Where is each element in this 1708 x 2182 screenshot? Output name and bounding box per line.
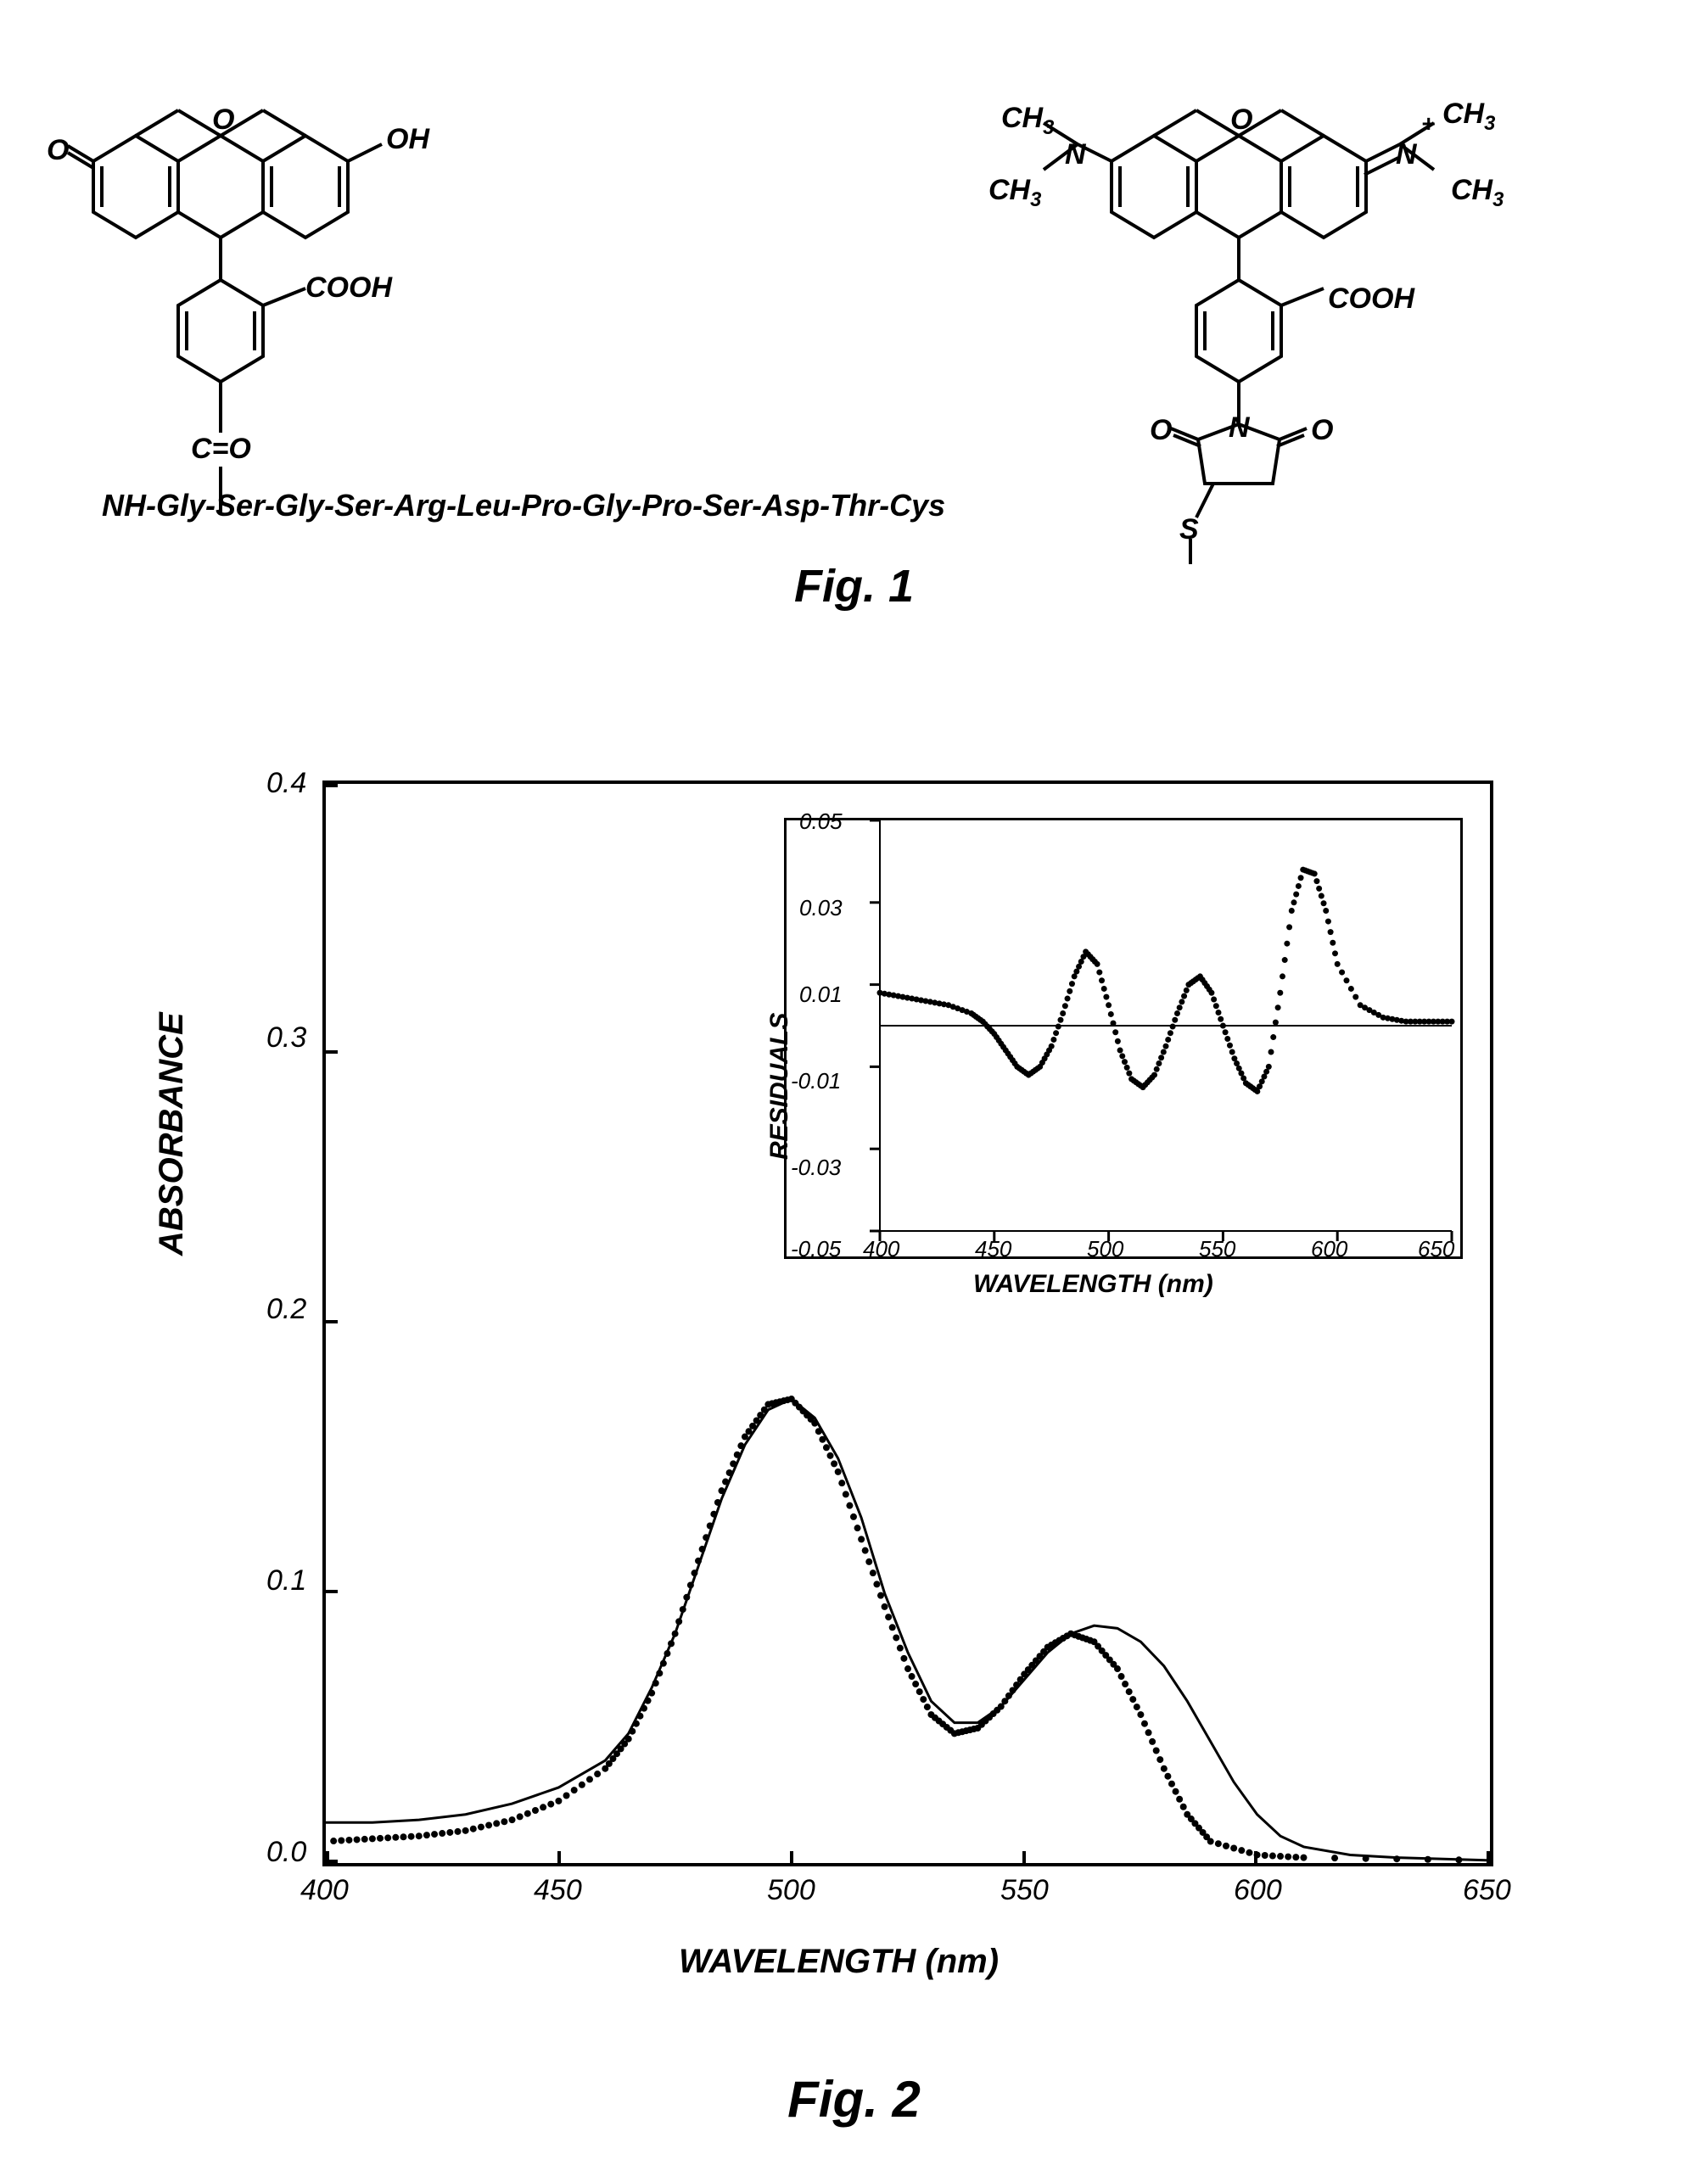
xtick-400: 400 [300,1874,349,1907]
label-n-left: N [1065,138,1086,171]
ixtick-400: 400 [863,1236,899,1262]
chem-structure-left [42,25,568,501]
inset-y-axis-label: RESIDUALS [765,1013,794,1160]
label-ch3-tr: CH3 [1442,98,1495,136]
xtick-550: 550 [1000,1874,1049,1907]
ixtick-600: 600 [1311,1236,1347,1262]
label-ch3-bl: CH3 [988,174,1041,212]
chem-structure-right [959,8,1621,534]
inset-chart-svg [787,820,1460,1256]
peptide-sequence: NH-Gly-Ser-Gly-Ser-Arg-Leu-Pro-Gly-Pro-S… [102,488,945,523]
inset-x-axis-label: WAVELENGTH (nm) [973,1270,1213,1299]
iytick-5: 0.05 [799,808,843,835]
iytick-0: -0.05 [791,1236,841,1262]
figure-2: ABSORBANCE WAVELENGTH (nm) 0.0 0.1 0.2 0… [170,747,1527,2002]
iytick-4: 0.03 [799,895,843,921]
label-cooh-right: COOH [1328,283,1414,316]
ixtick-500: 500 [1087,1236,1123,1262]
ytick-2: 0.2 [266,1293,306,1326]
main-x-axis-label: WAVELENGTH (nm) [679,1943,999,1981]
ixtick-650: 650 [1418,1236,1454,1262]
label-oxygen-bridge-r: O [1230,104,1252,137]
ixtick-550: 550 [1199,1236,1235,1262]
label-plus: + [1421,110,1435,137]
ixtick-450: 450 [975,1236,1011,1262]
figure-1: O O OH COOH C=O [42,25,1655,534]
figure-2-label: Fig. 2 [0,2070,1708,2129]
figure-1-label: Fig. 1 [0,560,1708,613]
label-hydroxyl: OH [386,123,429,156]
ytick-4: 0.4 [266,767,306,800]
label-ch3-br: CH3 [1451,174,1504,212]
xtick-650: 650 [1463,1874,1511,1907]
iytick-2: -0.01 [791,1068,841,1094]
main-chart: 0.0 0.1 0.2 0.3 0.4 400 450 500 550 600 … [322,780,1493,1866]
ytick-3: 0.3 [266,1021,306,1055]
xtick-450: 450 [534,1874,582,1907]
iytick-1: -0.03 [791,1155,841,1181]
inset-chart: RESIDUALS WAVELENGTH (nm) 0.05 0.03 0.01… [784,818,1463,1259]
iytick-3: 0.01 [799,982,843,1008]
label-o-succ-r: O [1311,414,1333,447]
label-cooh-left: COOH [305,271,392,305]
label-n-right: N [1396,138,1417,171]
ytick-0: 0.0 [266,1836,306,1869]
label-oxygen-bridge-l: O [212,104,234,137]
label-o-succ-l: O [1150,414,1172,447]
label-ch3-tl: CH3 [1001,102,1054,140]
label-oxygen-ketone: O [47,134,69,167]
label-carbonyl: C=O [191,433,251,466]
xtick-600: 600 [1234,1874,1282,1907]
main-y-axis-label: ABSORBANCE [153,1012,191,1256]
xtick-500: 500 [767,1874,815,1907]
ytick-1: 0.1 [266,1564,306,1597]
label-n-succ: N [1229,411,1250,445]
